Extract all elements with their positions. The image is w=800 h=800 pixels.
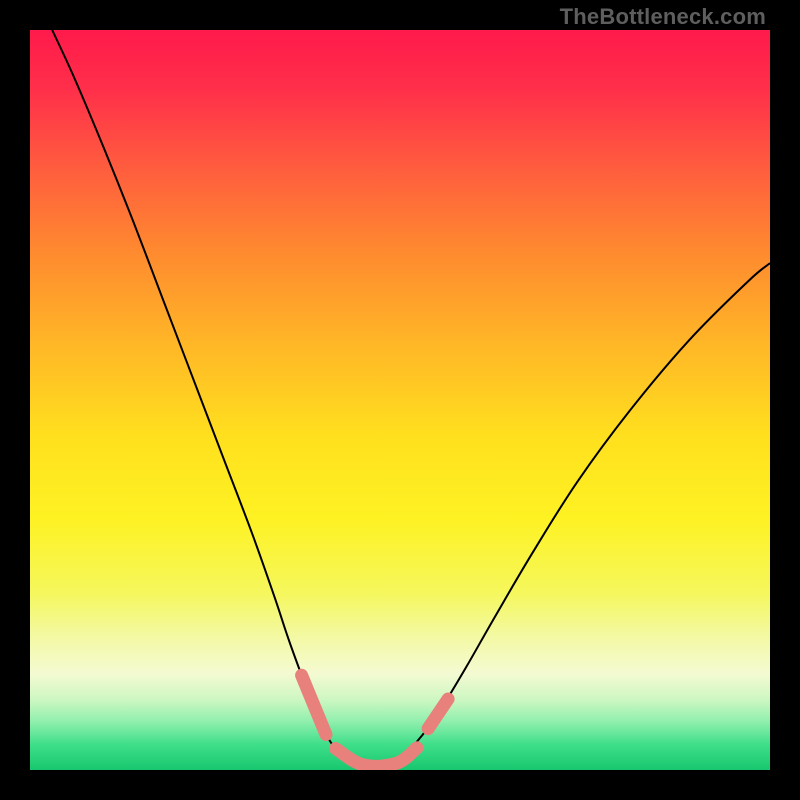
highlight-segment-2 (428, 699, 448, 729)
chart-plot-area (30, 30, 770, 770)
bottleneck-curve (52, 30, 770, 767)
watermark-text: TheBottleneck.com (560, 4, 766, 30)
highlight-segment-0 (302, 675, 326, 734)
curve-layer (30, 30, 770, 770)
highlight-segment-1 (336, 748, 417, 767)
